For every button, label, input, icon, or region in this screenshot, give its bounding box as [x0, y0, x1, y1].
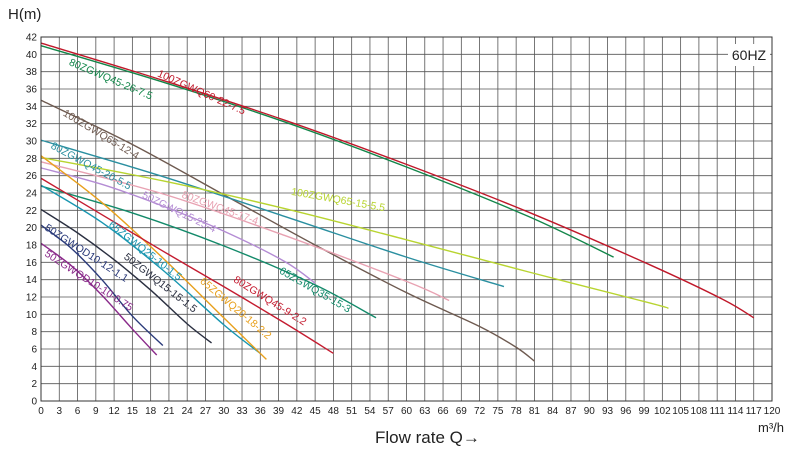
series-curve-8	[40, 184, 261, 354]
x-tick-label: 9	[93, 406, 99, 417]
x-tick-label: 96	[620, 406, 632, 417]
series-curve-10	[40, 177, 334, 354]
x-tick-label: 60	[401, 406, 413, 417]
x-tick-label: 99	[639, 406, 651, 417]
series-label-1: 80ZGWQ45-26-7.5	[67, 56, 154, 102]
series-curve-1	[40, 44, 614, 258]
series-curve-9	[40, 155, 267, 360]
series-curve-0	[40, 42, 755, 319]
x-tick-label: 105	[672, 406, 689, 417]
x-tick-label: 54	[364, 406, 376, 417]
x-tick-label: 102	[654, 406, 671, 417]
y-tick-label: 24	[26, 189, 38, 200]
x-tick-label: 81	[529, 406, 541, 417]
x-tick-label: 39	[273, 406, 285, 417]
x-tick-label: 114	[727, 406, 743, 417]
frequency-badge: 60HZ	[728, 44, 770, 66]
x-tick-label: 21	[163, 406, 175, 417]
y-tick-label: 2	[31, 379, 37, 390]
y-tick-label: 8	[31, 327, 37, 338]
x-tick-label: 78	[511, 406, 523, 417]
x-tick-label: 45	[310, 406, 322, 417]
x-tick-label: 90	[584, 406, 596, 417]
series-curve-6	[40, 167, 316, 284]
y-tick-label: 18	[26, 241, 38, 252]
y-tick-label: 38	[26, 67, 38, 78]
series-curve-11	[40, 208, 212, 344]
x-tick-label: 69	[456, 406, 468, 417]
x-tick-label: 36	[255, 406, 267, 417]
series-curve-7	[40, 185, 377, 319]
x-tick-label: 63	[419, 406, 431, 417]
y-tick-label: 4	[31, 362, 37, 373]
x-tick-label: 108	[691, 406, 708, 417]
series-curves	[40, 42, 755, 362]
x-tick-label: 27	[200, 406, 212, 417]
y-tick-label: 20	[26, 223, 38, 234]
y-tick-label: 40	[26, 50, 38, 61]
y-tick-label: 36	[26, 85, 38, 96]
x-tick-label: 48	[328, 406, 340, 417]
y-tick-label: 34	[26, 102, 38, 113]
x-tick-label: 3	[56, 406, 62, 417]
x-tick-label: 87	[565, 406, 577, 417]
y-tick-label: 0	[31, 397, 37, 408]
y-tick-label: 10	[26, 310, 38, 321]
y-tick-label: 30	[26, 137, 38, 148]
x-tick-label: 24	[182, 406, 194, 417]
series-curve-5	[40, 161, 450, 302]
x-tick-label: 18	[145, 406, 157, 417]
series-curve-12	[40, 224, 164, 347]
plot-frame	[40, 36, 773, 402]
x-tick-label: 117	[746, 406, 762, 417]
x-tick-label: 51	[346, 406, 358, 417]
x-tick-label: 120	[764, 406, 781, 417]
grid-lines	[40, 36, 773, 402]
series-curve-3	[40, 139, 505, 288]
x-tick-label: 66	[437, 406, 449, 417]
x-axis-unit: m³/h	[758, 420, 784, 435]
y-axis-label: H(m)	[8, 6, 42, 23]
y-tick-label: 6	[31, 345, 37, 356]
x-tick-labels: 0 3 6 9 12 15 18 21 24 27 30 33 36 39 42 45 48 51 54 57 60 63…	[38, 406, 781, 417]
x-tick-label: 57	[383, 406, 395, 417]
x-tick-label: 33	[236, 406, 248, 417]
y-tick-label: 16	[26, 258, 38, 269]
x-tick-label: 15	[127, 406, 139, 417]
x-tick-label: 12	[109, 406, 121, 417]
y-tick-label: 28	[26, 154, 38, 165]
y-tick-label: 14	[26, 275, 38, 286]
x-tick-label: 72	[474, 406, 486, 417]
y-tick-label: 42	[26, 33, 38, 44]
x-tick-label: 42	[291, 406, 303, 417]
series-labels: 100ZGWQ60-22-7.580ZGWQ45-26-7.5100ZGWQ65…	[42, 56, 386, 342]
x-tick-label: 93	[602, 406, 614, 417]
x-tick-label: 84	[547, 406, 559, 417]
x-tick-label: 111	[710, 406, 726, 417]
x-axis-label: Flow rate Q→	[375, 428, 480, 447]
series-curve-13	[40, 242, 158, 356]
series-curve-4	[40, 156, 669, 309]
y-tick-label: 22	[26, 206, 38, 217]
x-tick-label: 75	[492, 406, 504, 417]
x-tick-label: 0	[38, 406, 44, 417]
y-tick-label: 12	[26, 293, 38, 304]
x-tick-label: 6	[75, 406, 81, 417]
y-tick-label: 26	[26, 171, 38, 182]
y-tick-label: 32	[26, 119, 38, 130]
x-tick-label: 30	[218, 406, 230, 417]
